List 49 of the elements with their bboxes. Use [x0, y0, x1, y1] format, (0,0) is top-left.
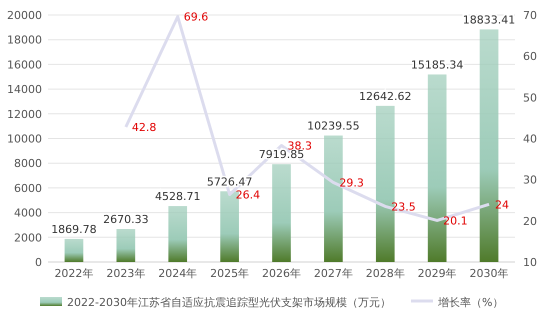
- y2-tick-label: 40: [523, 132, 537, 146]
- y2-tick-label: 30: [523, 174, 537, 187]
- data-label: 23.5: [391, 200, 416, 214]
- x-tick-label: 2023年: [106, 267, 146, 280]
- y-tick-label: 6000: [14, 182, 42, 195]
- data-label: 4528.71: [154, 190, 200, 204]
- data-label: 2670.33: [103, 213, 149, 226]
- x-tick-label: 2025年: [210, 267, 250, 280]
- data-label: 5726.47: [206, 175, 252, 188]
- y-tick-label: 8000: [14, 157, 42, 170]
- y-tick-label: 4000: [14, 206, 42, 220]
- data-label: 42.8: [132, 120, 156, 134]
- y-tick-label: 0: [35, 256, 42, 269]
- legend-label: 2022-2030年江苏省自适应抗震追踪型光伏支架市场规模（万元）: [67, 296, 391, 309]
- data-label: 24: [495, 198, 510, 212]
- y-tick-label: 2000: [14, 231, 42, 244]
- y-tick-label: 20000: [7, 9, 42, 22]
- x-tick-label: 2022年: [54, 267, 94, 280]
- data-label: 12642.62: [359, 90, 412, 103]
- bar: [116, 229, 136, 262]
- x-tick-label: 2026年: [262, 267, 301, 280]
- y-tick-label: 10000: [7, 132, 42, 146]
- x-tick-label: 2028年: [366, 267, 405, 280]
- y2-tick-label: 50: [523, 91, 537, 104]
- y2-tick-label: 10: [523, 256, 537, 269]
- bar: [272, 164, 291, 262]
- data-label: 18833.41: [462, 13, 516, 26]
- y-tick-label: 16000: [7, 58, 42, 72]
- bar: [168, 206, 188, 262]
- y-tick-label: 18000: [7, 34, 42, 47]
- data-label: 29.3: [339, 176, 364, 190]
- y2-tick-label: 70: [523, 9, 537, 22]
- y2-tick-label: 60: [523, 50, 537, 64]
- data-label: 7919.85: [258, 148, 304, 162]
- data-label: 10239.55: [307, 120, 360, 133]
- data-label: 1869.78: [51, 222, 97, 236]
- y2-tick-label: 20: [523, 214, 537, 228]
- data-label: 26.4: [236, 188, 260, 202]
- bar: [64, 238, 84, 262]
- data-label: 20.1: [443, 214, 468, 228]
- x-tick-label: 2024年: [158, 267, 198, 280]
- x-tick-label: 2029年: [418, 267, 457, 280]
- data-label: 69.6: [184, 10, 208, 24]
- y-tick-label: 14000: [7, 83, 42, 96]
- x-tick-label: 2030年: [470, 267, 509, 280]
- y-tick-label: 12000: [7, 108, 42, 121]
- data-label: 15185.34: [410, 58, 464, 72]
- legend-label: 增长率（%）: [436, 296, 504, 309]
- x-tick-label: 2027年: [314, 267, 353, 280]
